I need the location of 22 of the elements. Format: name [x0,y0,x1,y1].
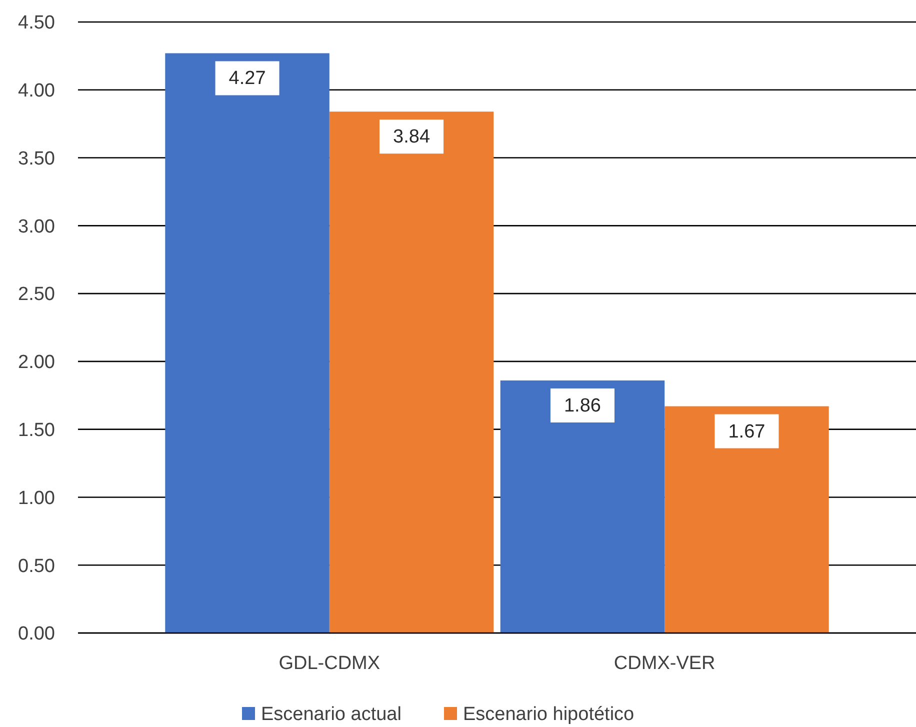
bar [500,380,665,633]
y-tick-label: 0.00 [18,624,55,645]
x-tick-label: GDL-CDMX [278,653,380,674]
bar [165,53,330,633]
data-label: 1.67 [728,421,766,442]
y-tick-label: 1.00 [18,488,55,509]
y-tick-label: 2.50 [18,284,55,306]
legend-label: Escenario hipotético [463,704,634,725]
data-label: 3.84 [393,126,430,148]
x-tick-label: CDMX-VER [614,653,716,674]
data-label: 1.86 [564,395,601,416]
bar [664,406,829,633]
y-tick-label: 0.50 [18,556,55,577]
y-tick-label: 1.50 [18,420,55,441]
y-tick-label: 3.50 [18,148,55,170]
legend-label: Escenario actual [261,704,402,725]
y-tick-label: 4.50 [18,12,55,34]
y-tick-label: 2.00 [18,352,55,374]
y-tick-label: 3.00 [18,216,55,238]
bar [329,112,494,633]
data-label: 4.27 [228,68,266,90]
y-tick-label: 4.00 [18,80,55,102]
